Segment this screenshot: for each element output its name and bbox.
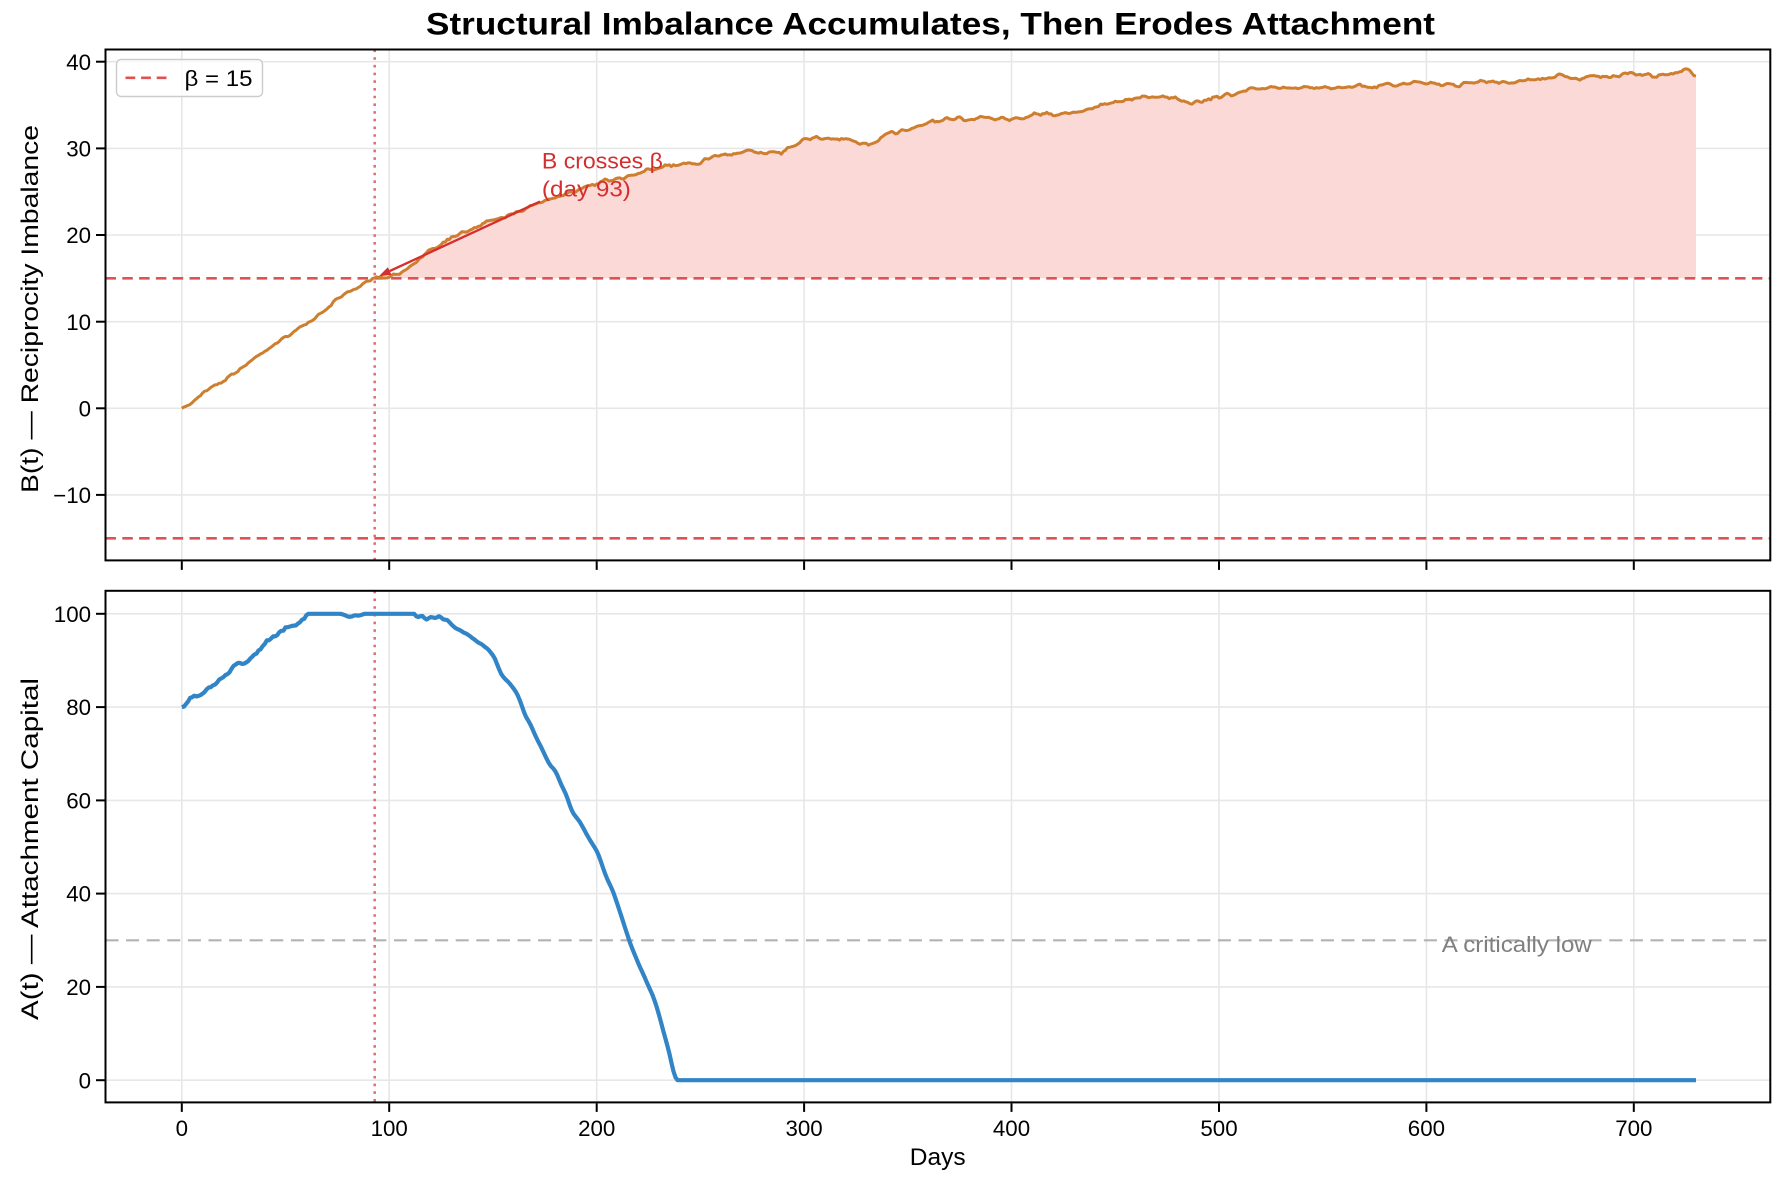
svg-text:(day 93): (day 93) <box>542 177 631 202</box>
svg-text:20: 20 <box>66 975 91 1000</box>
svg-text:700: 700 <box>1615 1116 1652 1141</box>
svg-text:20: 20 <box>66 223 91 248</box>
svg-text:A critically low: A critically low <box>1442 932 1593 957</box>
svg-text:100: 100 <box>371 1116 408 1141</box>
svg-text:100: 100 <box>54 602 91 627</box>
svg-text:β = 15: β = 15 <box>185 66 253 91</box>
svg-text:30: 30 <box>66 137 91 162</box>
svg-text:40: 40 <box>66 50 91 75</box>
svg-text:200: 200 <box>578 1116 615 1141</box>
svg-text:80: 80 <box>66 695 91 720</box>
svg-text:40: 40 <box>66 882 91 907</box>
svg-text:600: 600 <box>1408 1116 1445 1141</box>
svg-text:Structural Imbalance Accumulat: Structural Imbalance Accumulates, Then E… <box>426 6 1436 42</box>
svg-text:500: 500 <box>1200 1116 1237 1141</box>
svg-text:400: 400 <box>993 1116 1030 1141</box>
svg-text:0: 0 <box>176 1116 188 1141</box>
svg-text:−10: −10 <box>53 483 91 508</box>
svg-text:Days: Days <box>910 1144 966 1171</box>
svg-text:300: 300 <box>785 1116 822 1141</box>
svg-text:B(t) — Reciprocity Imbalance: B(t) — Reciprocity Imbalance <box>17 125 44 493</box>
svg-text:0: 0 <box>79 396 91 421</box>
svg-text:60: 60 <box>66 789 91 814</box>
svg-text:0: 0 <box>79 1068 91 1093</box>
svg-text:10: 10 <box>66 310 91 335</box>
svg-text:B crosses β: B crosses β <box>542 149 663 174</box>
svg-text:A(t) — Attachment Capital: A(t) — Attachment Capital <box>17 678 44 1020</box>
